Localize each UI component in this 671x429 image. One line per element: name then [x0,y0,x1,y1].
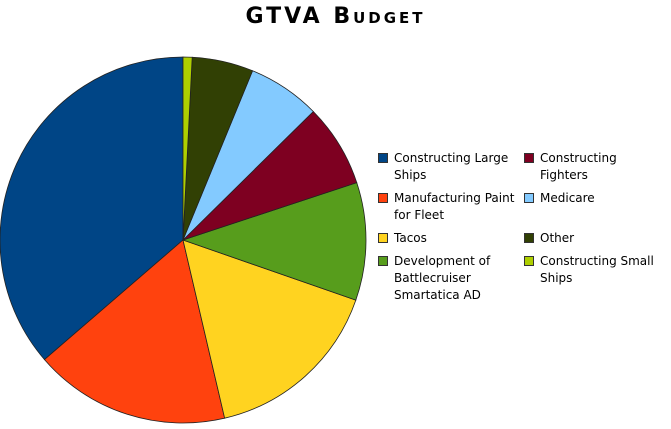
legend-label: Constructing Fighters [540,151,617,182]
legend-swatch [524,233,534,243]
legend-item: Constructing Small Ships [524,253,664,304]
legend-item: Tacos [378,230,524,247]
legend-label: Constructing Small Ships [540,254,654,285]
pie-slice [181,182,367,301]
legend: Constructing Large Ships Manufacturing Pa… [378,150,664,304]
pie-slice [43,239,226,424]
legend-item: Development of Battlecruiser Smartatica … [378,253,524,304]
legend-item: Medicare [524,190,664,224]
legend-label: Medicare [540,191,595,205]
legend-swatch [378,256,388,266]
legend-swatch [378,233,388,243]
legend-swatch [378,193,388,203]
legend-item: Other [524,230,664,247]
pie-slice [182,56,193,241]
chart-title: GTVA Budget [245,4,426,29]
legend-item: Constructing Large Ships [378,150,524,184]
legend-swatch [378,153,388,163]
legend-swatch [524,193,534,203]
legend-label: Manufacturing Paint for Fleet [394,191,515,222]
legend-item: Constructing Fighters [524,150,664,184]
legend-label: Development of Battlecruiser Smartatica … [394,254,491,302]
legend-item: Manufacturing Paint for Fleet [378,190,524,224]
legend-label: Constructing Large Ships [394,151,509,182]
pie-slice [182,239,357,419]
pie-slice [0,56,184,361]
legend-label: Other [540,231,575,245]
legend-label: Tacos [394,231,427,245]
legend-swatch [524,256,534,266]
legend-swatch [524,153,534,163]
